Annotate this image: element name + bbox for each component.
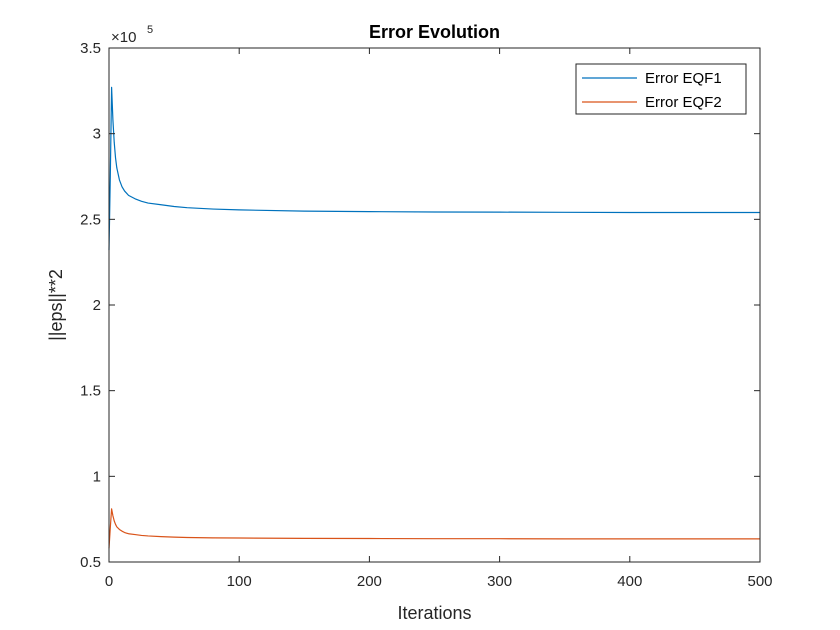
series-layer [108, 86, 760, 549]
x-tick-label: 300 [487, 573, 512, 590]
series-line-error-eqf1 [108, 86, 760, 251]
y-tick-label: 1.5 [80, 383, 101, 400]
series-line-error-eqf2 [108, 508, 760, 549]
y-exponent-base: ×10 [111, 29, 136, 46]
x-tick-label: 400 [617, 573, 642, 590]
y-tick-label: 2.5 [80, 211, 101, 228]
y-tick-label: 2 [93, 297, 101, 314]
y-axis-label: ||eps||**2 [46, 269, 66, 341]
y-tick-label: 3.5 [80, 40, 101, 57]
x-tick-label: 500 [747, 573, 772, 590]
y-axis-ticks: 0.5 1 1.5 2 2.5 3 3.5 [80, 40, 760, 571]
y-tick-label: 1 [93, 468, 101, 485]
x-tick-label: 0 [105, 573, 113, 590]
legend-label-error-eqf2: Error EQF2 [645, 94, 722, 111]
x-axis-ticks: 0 100 200 300 400 500 [105, 48, 773, 590]
y-exponent-power: 5 [147, 24, 153, 36]
chart-title: Error Evolution [369, 22, 500, 42]
legend-label-error-eqf1: Error EQF1 [645, 70, 722, 87]
x-tick-label: 100 [227, 573, 252, 590]
legend[interactable]: Error EQF1 Error EQF2 [575, 63, 747, 115]
x-tick-label: 200 [357, 573, 382, 590]
x-axis-label: Iterations [397, 603, 471, 623]
legend-box [575, 63, 747, 115]
y-tick-label: 0.5 [80, 554, 101, 571]
plot-area [109, 48, 760, 562]
y-tick-label: 3 [93, 126, 101, 143]
